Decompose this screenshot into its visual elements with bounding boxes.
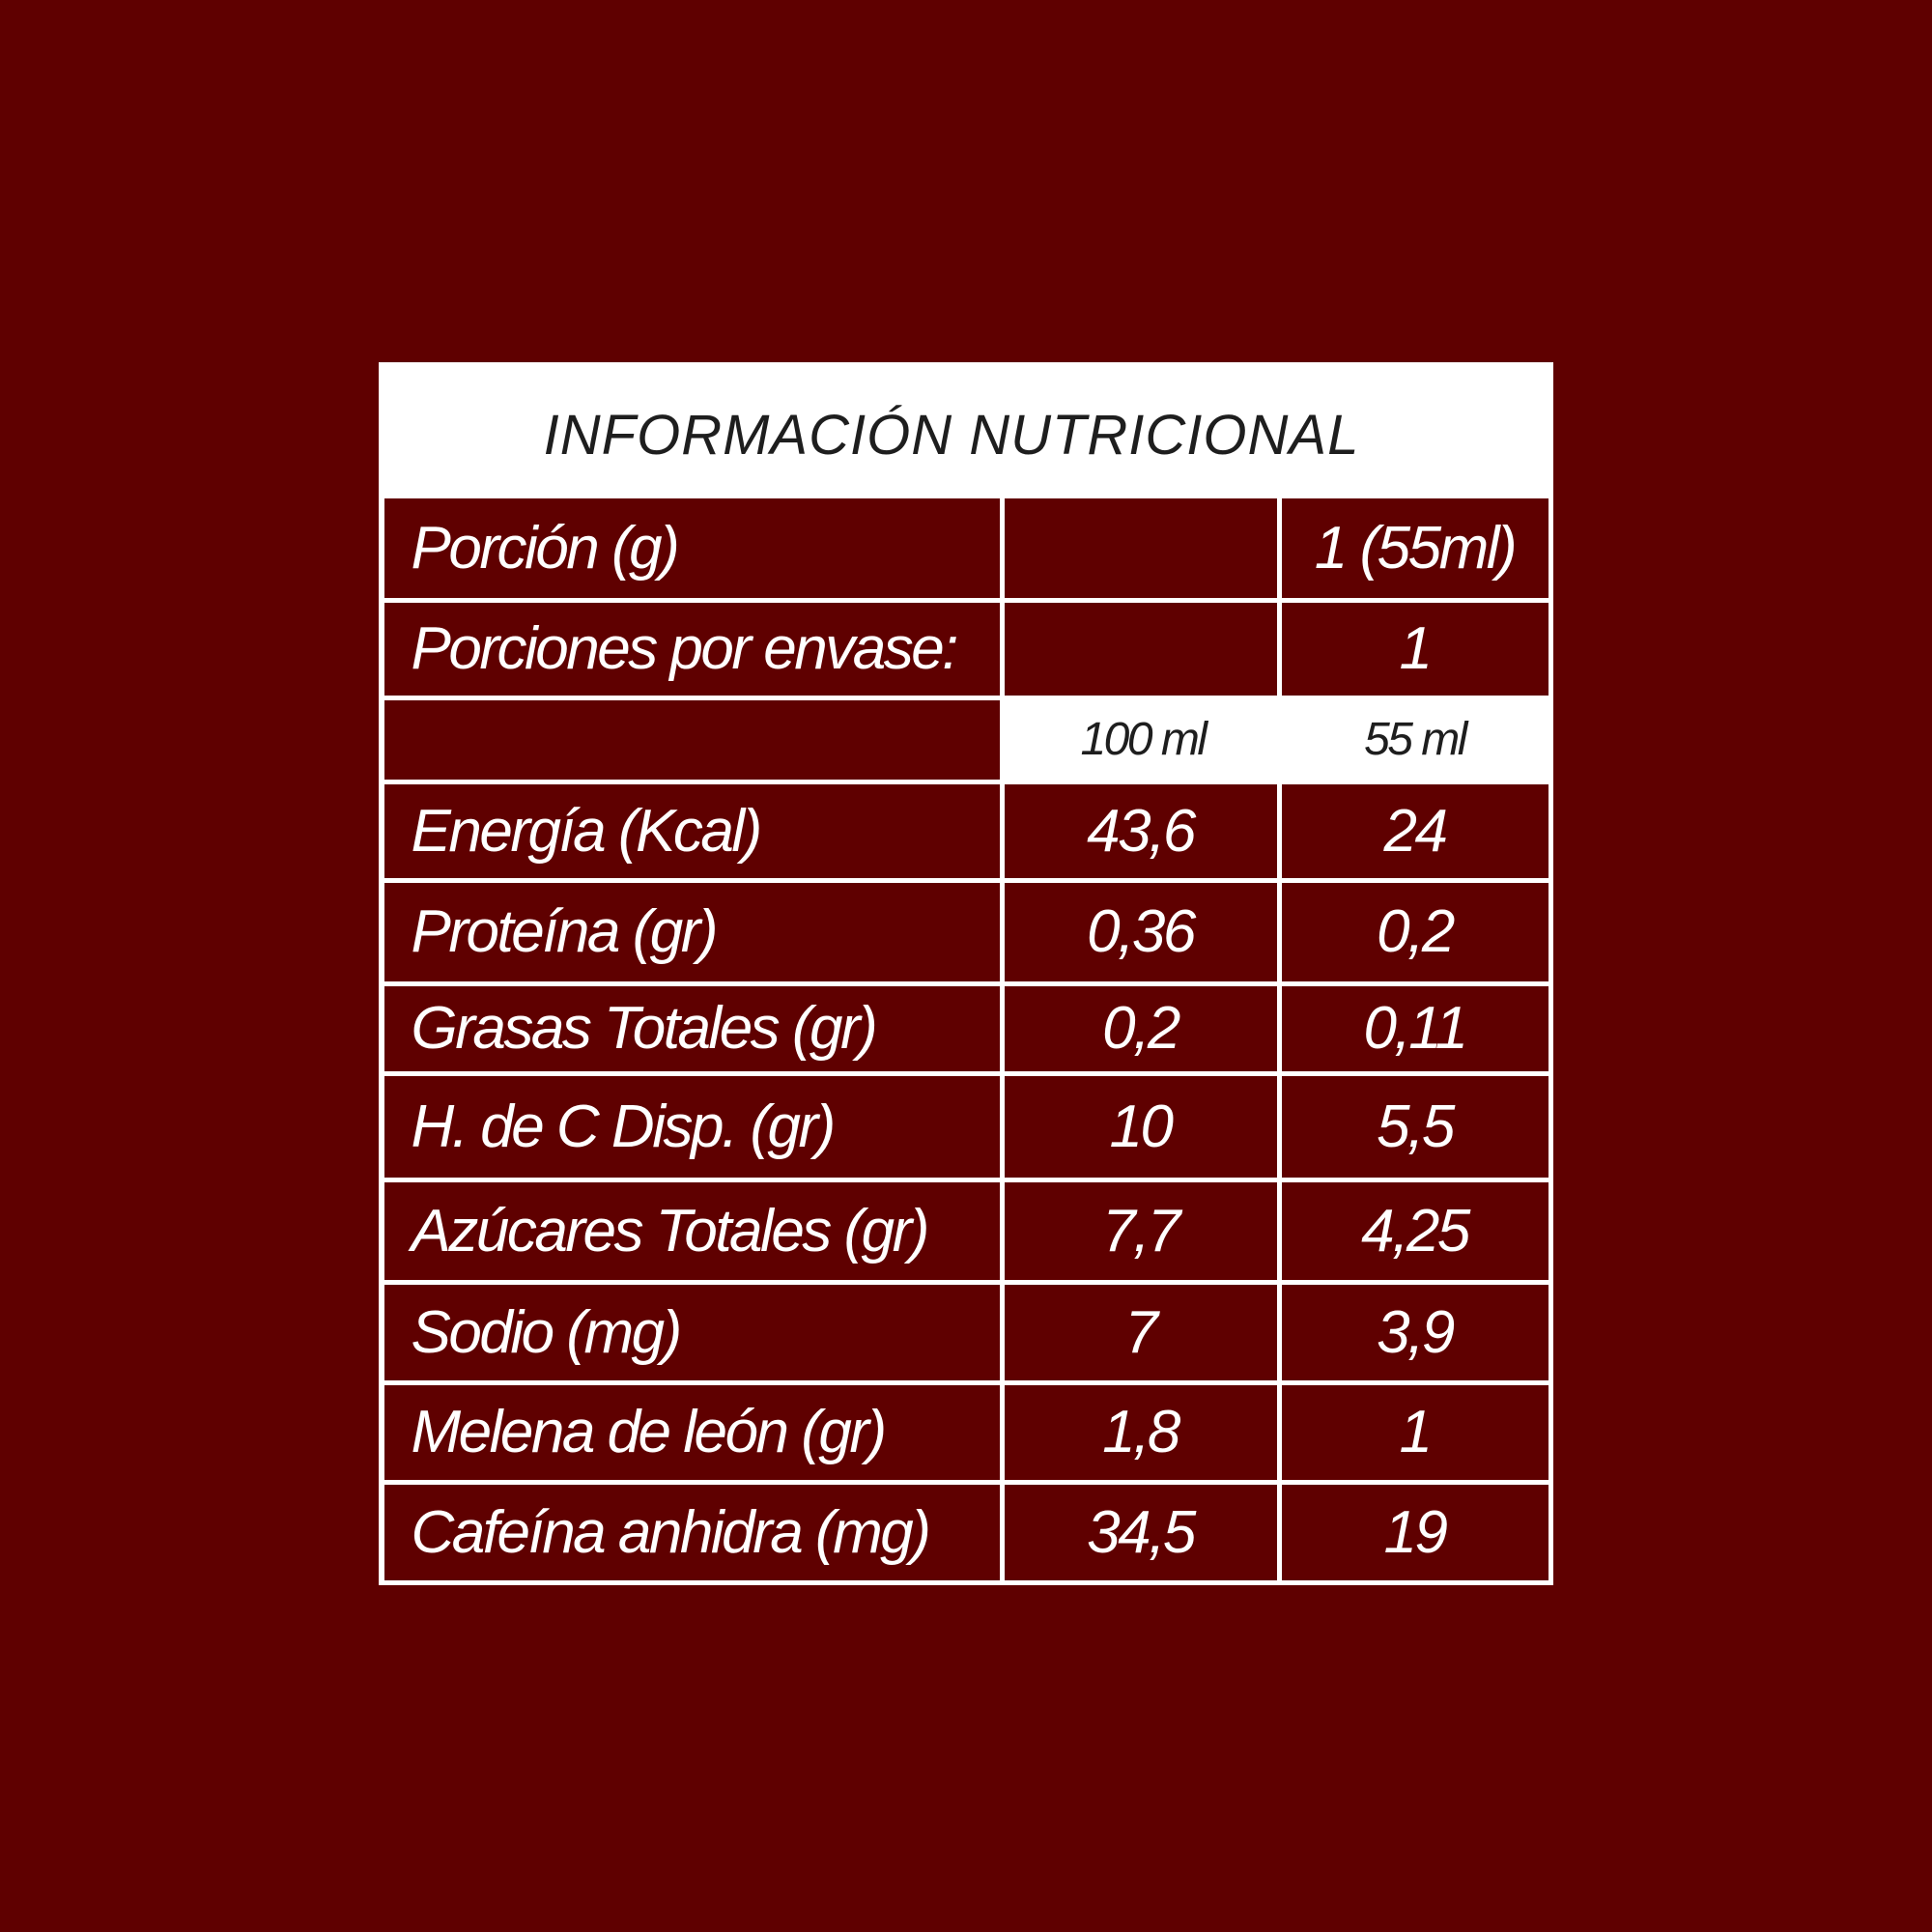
value-100ml: 43,6 [1004, 783, 1277, 878]
value-portion: 0,11 [1281, 985, 1548, 1071]
value-100ml: 7,7 [1004, 1181, 1277, 1280]
value-100ml: 0,2 [1004, 985, 1277, 1071]
value-100ml: 100 ml [1004, 699, 1282, 780]
row-label: Melena de león (gr) [384, 1384, 1000, 1480]
row-label: Sodio (mg) [384, 1284, 1000, 1380]
value-portion: 4,25 [1281, 1181, 1548, 1280]
row-label: Cafeína anhidra (mg) [384, 1484, 1000, 1580]
value-portion: 19 [1281, 1484, 1548, 1580]
value-portion: 3,9 [1281, 1284, 1548, 1380]
value-portion: 1 [1281, 1384, 1548, 1480]
value-portion: 1 (55ml) [1281, 497, 1548, 598]
value-portion: 24 [1281, 783, 1548, 878]
panel-title: INFORMACIÓN NUTRICIONAL [543, 404, 1360, 467]
value-100ml: 1,8 [1004, 1384, 1277, 1480]
row-label: Grasas Totales (gr) [384, 985, 1000, 1071]
value-100ml: 34,5 [1004, 1484, 1277, 1580]
row-label: Porciones por envase: [384, 602, 1000, 696]
value-100ml: 7 [1004, 1284, 1277, 1380]
row-label: Proteína (gr) [384, 882, 1000, 981]
value-portion: 1 [1281, 602, 1548, 696]
row-label: H. de C Disp. (gr) [384, 1075, 1000, 1178]
value-portion: 55 ml [1279, 699, 1550, 780]
value-100ml: 10 [1004, 1075, 1277, 1178]
row-label: Porción (g) [384, 497, 1000, 598]
nutrition-panel: INFORMACIÓN NUTRICIONAL Porción (g) 1 (55… [379, 362, 1553, 1585]
row-label [384, 699, 1000, 780]
value-100ml [1004, 602, 1277, 696]
row-label: Azúcares Totales (gr) [384, 1181, 1000, 1280]
row-label: Energía (Kcal) [384, 783, 1000, 878]
value-portion: 0,2 [1281, 882, 1548, 981]
value-portion: 5,5 [1281, 1075, 1548, 1178]
value-100ml [1004, 497, 1277, 598]
value-100ml: 0,36 [1004, 882, 1277, 981]
